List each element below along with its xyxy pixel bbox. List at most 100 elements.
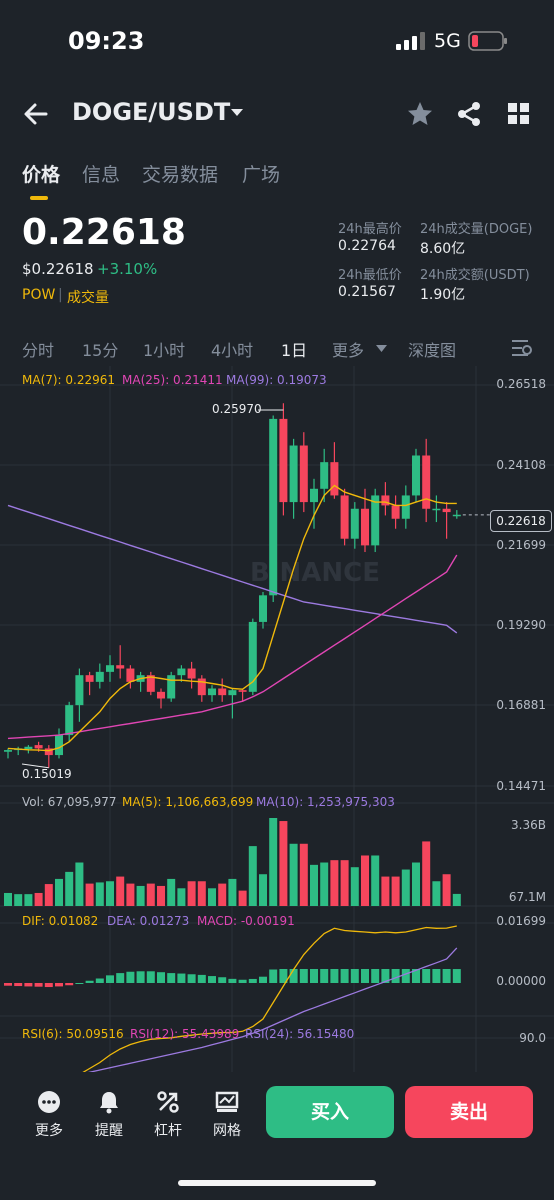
macd-bar [279,969,288,983]
ma7-label: MA(7): 0.22961 [22,373,116,387]
volume-bar [248,846,257,906]
grid-icon[interactable] [505,100,533,128]
candle-body [259,595,267,622]
volume-bar [452,893,461,906]
kline-chart[interactable]: BINANCE MA(7): 0.22961 MA(25): 0.21411 M… [0,366,554,1072]
macd-bar [55,983,63,987]
candle-body [299,445,308,503]
volume-bar [167,878,176,906]
macd-bar [95,978,104,983]
macd-bar [157,972,165,983]
low-price-label: 0.15019 [22,767,72,781]
interval-15m[interactable]: 15分 [82,341,119,360]
volume-bar [55,878,63,906]
tab-trade-data[interactable]: 交易数据 [142,164,219,186]
stat-high-value: 0.22764 [338,238,396,254]
pair-dropdown-icon[interactable] [230,108,244,118]
macd-bar [259,976,267,983]
current-price-tag: 0.22618 [490,510,552,532]
volume-bar [340,860,349,906]
vol-axis-bottom: 67.1M [508,890,546,904]
volume-bar [279,821,288,906]
macd-bar [289,969,298,983]
bottom-action-bar: 更多 提醒 杠杆 网格 买入 卖出 [0,1072,554,1200]
ma25-line [7,554,458,740]
more-caret-icon[interactable] [376,345,387,353]
y-label-4: 0.19290 [496,618,546,632]
macd-bar [350,969,359,983]
nav-alert-label: 提醒 [95,1123,123,1139]
nav-leverage[interactable]: 杠杆 [143,1090,193,1140]
share-icon[interactable] [455,100,483,128]
interval-1h[interactable]: 1小时 [143,341,186,360]
macd-bar [248,978,257,983]
volume-bar [34,892,43,906]
candle-body [350,508,359,539]
candle-body [228,690,237,696]
back-arrow-icon[interactable] [22,100,50,128]
ma25-label: MA(25): 0.21411 [122,373,223,387]
volume-bar [106,881,114,906]
candle-body [401,495,410,519]
volume-bar [24,894,33,906]
candle-body [248,621,257,692]
chart-settings-icon[interactable] [511,338,533,358]
tag-volume[interactable]: 成交量 [67,290,109,306]
rsi-axis-top: 90.0 [519,1031,546,1045]
volume-bar [361,855,369,906]
volume-bar [422,841,431,906]
macd-bar [452,969,461,983]
nav-alert[interactable]: 提醒 [84,1090,134,1140]
candle-body [289,445,298,503]
sell-button[interactable]: 卖出 [405,1086,533,1138]
macd-bar [4,983,12,986]
volume-bar [126,883,135,906]
candle-body [452,514,461,517]
nav-more[interactable]: 更多 [24,1090,74,1140]
macd-bar [340,969,349,983]
interval-4h[interactable]: 4小时 [211,341,254,360]
star-icon[interactable] [406,100,434,128]
tag-pow[interactable]: POW [22,287,56,303]
tab-square[interactable]: 广场 [242,164,281,186]
interval-more[interactable]: 更多 [332,341,365,360]
leverage-icon [157,1091,179,1113]
macd-bar [44,983,53,988]
status-bar: 09:23 5G [0,0,554,84]
pair-title[interactable]: DOGE/USDT [72,98,231,126]
high-price-label: 0.25970 [212,402,262,416]
volume-bar [442,874,451,906]
macd-bar [442,969,451,983]
candle-body [432,508,441,511]
dif-line [82,925,457,1072]
stat-low-label: 24h最低价 [338,268,402,283]
candle-body [24,746,33,750]
nav-more-label: 更多 [35,1123,63,1139]
macd-bar [85,980,94,983]
macd-bar [310,969,318,983]
tab-info[interactable]: 信息 [82,164,121,186]
candle-body [75,675,84,706]
kline-svg[interactable]: BINANCE [0,366,554,1072]
candle-body [44,748,53,756]
vol-ma5-label: MA(5): 1,106,663,699 [122,795,254,809]
candle-body [34,745,43,749]
signal-icon [396,32,425,50]
candle-body [330,462,339,496]
interval-1d[interactable]: 1日 [281,341,308,360]
stat-low-value: 0.21567 [338,284,396,300]
volume-bar [228,878,237,906]
volume-bar [381,876,390,906]
tab-price[interactable]: 价格 [22,164,61,186]
nav-grid[interactable]: 网格 [202,1090,252,1140]
buy-button[interactable]: 买入 [266,1086,394,1138]
volume-bar [136,885,145,906]
macd-bar [187,974,196,983]
interval-depth[interactable]: 深度图 [408,341,457,360]
grid-trading-icon [215,1091,239,1112]
macd-axis-zero: 0.00000 [496,974,546,988]
macd-bar [24,983,33,987]
interval-time[interactable]: 分时 [22,341,55,360]
macd-bar [65,983,74,986]
candle-body [391,505,400,519]
